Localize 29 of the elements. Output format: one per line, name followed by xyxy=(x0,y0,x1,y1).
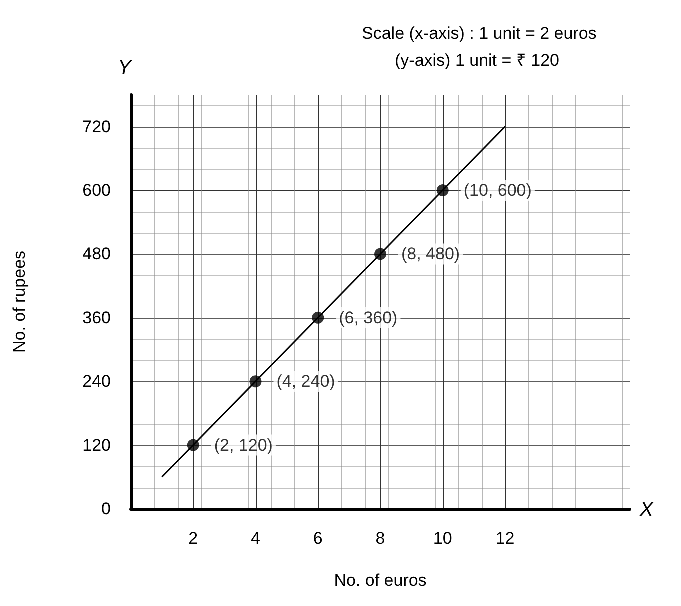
y-tick-label: 720 xyxy=(82,117,111,136)
text: Y xyxy=(118,57,133,79)
x-tick-label: 4 xyxy=(251,529,260,548)
data-label: (4, 240) xyxy=(276,372,336,392)
x-tick-label: 12 xyxy=(496,529,515,548)
y-tick-label: 240 xyxy=(82,372,111,392)
x-tick-label: 2 xyxy=(188,529,198,548)
y-tick-label: 360 xyxy=(82,308,111,328)
y-tick-label: 0 xyxy=(102,500,111,518)
text: (y-axis) 1 unit = ₹ 120 xyxy=(395,51,560,70)
x-tick-label: 8 xyxy=(376,529,386,548)
point xyxy=(187,439,200,452)
y-tick-label: 600 xyxy=(82,181,111,200)
x-axis-title: No. of euros xyxy=(334,571,427,590)
point xyxy=(374,248,386,260)
text: X xyxy=(639,499,654,521)
data-label: (10, 600) xyxy=(464,181,532,200)
point xyxy=(436,184,449,197)
data-label: (6, 360) xyxy=(339,308,398,328)
y-tick-label: 480 xyxy=(82,244,111,264)
x-tick-label: 6 xyxy=(313,529,323,548)
x-tick-label: 10 xyxy=(433,529,452,548)
point xyxy=(312,312,324,324)
y-axis-title: No. of rupees xyxy=(10,250,29,354)
y-tick-label: 120 xyxy=(82,436,111,455)
data-label: (8, 480) xyxy=(402,244,460,264)
point xyxy=(250,376,262,388)
data-label: (2, 120) xyxy=(214,436,273,455)
text: Scale (x-axis) : 1 unit = 2 euros xyxy=(362,24,597,43)
